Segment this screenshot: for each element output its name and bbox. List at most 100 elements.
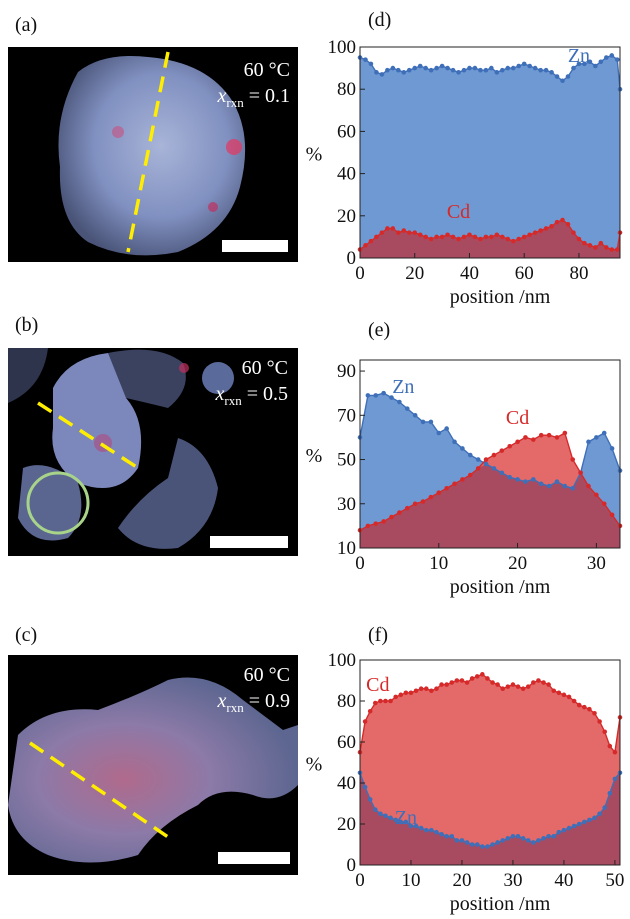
data-point-zn [490,842,495,847]
data-point-cd [480,672,485,677]
data-point-cd [423,686,429,691]
data-point-cd [434,686,439,691]
data-point-zn [483,67,489,73]
data-point-zn [499,470,505,476]
data-point-cd [401,228,407,233]
series-label-zn: Zn [568,45,590,67]
data-point-cd [456,236,461,242]
chart-e: (e) Zn Cd 0 10 20 30 10 30 50 70 90 position /nm% [300,310,630,615]
data-point-cd [525,684,531,689]
data-point-zn [485,844,490,849]
data-point-cd [505,236,511,242]
data-point-zn [372,807,378,812]
data-point-zn [480,844,485,849]
data-point-cd [474,674,480,679]
data-point-cd [379,230,385,235]
data-point-zn [444,426,449,431]
data-point-cd [490,680,495,685]
panel-label: (f) [368,624,388,646]
data-point-cd [592,711,597,716]
plot-frame [359,46,621,259]
data-point-zn [556,829,562,835]
y-tick-label: 80 [337,691,356,712]
data-point-cd [527,232,532,238]
data-point-cd [578,470,583,476]
data-point-zn [397,399,402,405]
scale-bar-b [210,536,288,548]
data-point-cd [445,232,450,238]
area-overlap [360,220,620,258]
data-point-cd [576,702,582,708]
data-point-cd [507,443,512,449]
y-tick-label: 100 [328,650,357,671]
data-point-cd [554,435,560,440]
cd-spot [208,202,218,212]
chart-f: (f) Cd Zn 0 10 20 30 40 50 0 20 40 60 80 100 position /… [300,615,630,919]
data-point-cd [549,224,554,229]
data-point-cd [485,676,490,681]
data-point-cd [367,708,373,714]
data-point-zn [390,65,396,71]
data-point-zn [404,406,410,411]
data-point-zn [450,67,456,73]
conditions-b: 60 °C xrxn = 0.5 [215,357,288,408]
x-axis-label: position /nm [450,576,551,598]
data-point-cd [601,501,607,507]
x-tick-label: 0 [355,553,365,574]
plot-frame [359,359,621,549]
cd-spot [226,139,242,155]
y-tick-label: 80 [337,79,356,100]
data-point-zn [554,74,560,79]
data-point-cd [461,234,467,240]
data-point-zn [489,65,494,71]
data-point-cd [483,234,489,240]
x-tick-label: 80 [569,263,588,284]
data-point-cd [469,676,475,681]
data-point-zn [515,477,520,482]
scale-bar-c [218,852,290,864]
data-point-zn [582,61,587,67]
data-point-zn [393,817,398,823]
data-point-cd [554,219,560,225]
plot-frame [359,659,621,866]
data-point-zn [428,419,434,425]
data-point-cd [368,238,374,244]
chart-d-svg: (d) Zn Cd 0 20 40 60 80 0 20 40 60 80 100 position /nm… [306,9,623,308]
y-axis-label: % [306,144,323,166]
eds-map-c [8,655,298,875]
data-point-cd [444,485,449,491]
y-tick-label: 40 [337,773,356,794]
series-line-cd [359,673,621,754]
y-tick-label: 0 [347,855,357,876]
eds-map-b [8,348,298,556]
data-point-cd [374,234,379,240]
data-point-cd [417,232,423,238]
area-overlap [360,463,620,548]
data-point-zn [396,67,401,73]
data-point-zn [423,827,429,833]
data-point-zn [417,63,423,69]
data-point-zn [515,834,521,839]
data-point-zn [385,67,390,73]
data-point-cd [515,684,521,689]
x-tick-label: 60 [515,263,534,284]
data-point-cd [515,439,520,445]
data-point-zn [439,63,445,69]
data-point-cd [516,236,522,242]
data-point-zn [478,67,483,73]
data-point-zn [551,834,557,839]
data-point-cd [571,230,576,235]
data-point-zn [452,439,457,445]
data-point-zn [362,784,368,790]
x-axis-label: position /nm [450,893,551,915]
data-point-cd [403,690,409,696]
x-axis-label: position /nm [450,286,551,308]
data-point-cd [428,236,434,242]
particle-b [52,353,142,488]
x-tick-label: 30 [587,553,606,574]
y-tick-label: 50 [337,450,356,471]
data-point-cd [546,432,552,438]
data-point-zn [565,74,571,79]
data-point-cd [454,678,460,683]
data-point-zn [472,65,478,71]
